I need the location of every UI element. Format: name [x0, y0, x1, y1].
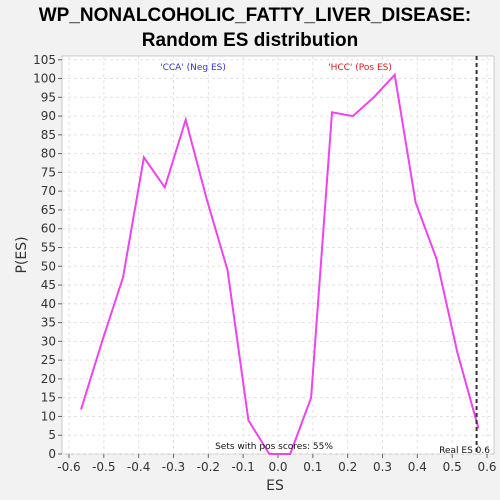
data-point — [477, 426, 480, 429]
y-tick-label: 60 — [41, 222, 56, 236]
data-point — [414, 201, 417, 204]
y-tick-label: 105 — [33, 53, 56, 67]
x-tick-label: 0.2 — [338, 460, 357, 474]
data-point — [163, 186, 166, 189]
x-tick-label: 0.6 — [477, 460, 496, 474]
x-tick-label: 0.4 — [408, 460, 427, 474]
y-tick-label: 75 — [41, 165, 56, 179]
y-tick-label: 100 — [33, 72, 56, 86]
pos-es-label: 'HCC' (Pos ES) — [328, 63, 392, 73]
real-es-label: Real ES 0.6 — [439, 446, 490, 456]
y-tick-label: 20 — [41, 372, 56, 386]
data-point — [289, 453, 291, 455]
data-point — [435, 257, 438, 260]
data-point — [268, 453, 271, 455]
y-tick-label: 0 — [48, 447, 56, 461]
x-tick-label: 0.0 — [268, 460, 287, 474]
y-tick-label: 55 — [41, 240, 56, 254]
data-point — [456, 351, 459, 354]
data-point — [393, 73, 396, 76]
data-point — [373, 96, 375, 99]
x-tick-label: 0.3 — [373, 460, 392, 474]
x-tick-label: -0.1 — [231, 460, 254, 474]
x-tick-label: -0.2 — [197, 460, 220, 474]
y-tick-label: 10 — [41, 409, 56, 423]
data-point — [184, 119, 187, 121]
y-tick-label: 45 — [41, 278, 56, 292]
data-point — [310, 396, 312, 399]
x-tick-label: -0.3 — [162, 460, 185, 474]
y-tick-label: 70 — [41, 184, 56, 198]
y-tick-label: 80 — [41, 147, 56, 161]
x-tick-label: 0.1 — [303, 460, 322, 474]
data-point — [352, 115, 354, 117]
chart-title-line1: WP_NONALCOHOLIC_FATTY_LIVER_DISEASE: — [39, 5, 471, 26]
data-point — [143, 156, 145, 159]
y-tick-label: 15 — [41, 391, 56, 405]
y-tick-label: 50 — [41, 259, 56, 273]
grid — [62, 56, 494, 455]
footnote: Sets with pos scores: 55% — [215, 442, 333, 452]
data-point — [80, 408, 82, 410]
x-axis-label: ES — [266, 478, 284, 494]
data-point — [247, 419, 250, 422]
y-tick-label: 85 — [41, 128, 56, 142]
y-tick-label: 35 — [41, 316, 56, 330]
data-point — [226, 269, 229, 271]
data-point — [122, 276, 124, 279]
x-tick-label: -0.5 — [92, 460, 115, 474]
y-tick-label: 95 — [41, 90, 56, 104]
neg-es-label: 'CCA' (Neg ES) — [160, 63, 226, 73]
y-tick-label: 65 — [41, 203, 56, 217]
y-tick-label: 30 — [41, 334, 56, 348]
data-point — [331, 111, 333, 114]
data-point — [205, 197, 208, 200]
data-point — [101, 340, 103, 343]
chart-title-line2: Random ES distribution — [142, 30, 358, 51]
y-tick-label: 5 — [48, 428, 56, 442]
axis-ticks: 0 5 10 15 20 25 30 35 40 45 50 55 60 65 70 75 80 85 90 95 10… — [33, 53, 496, 474]
y-tick-label: 40 — [41, 297, 56, 311]
x-tick-label: -0.6 — [57, 460, 80, 474]
es-distribution-line — [80, 72, 480, 455]
x-tick-label: 0.5 — [443, 460, 462, 474]
y-axis-label: P(ES) — [14, 236, 30, 273]
y-tick-label: 25 — [41, 353, 56, 367]
y-tick-label: 90 — [41, 109, 56, 123]
series-points — [80, 73, 480, 455]
x-tick-label: -0.4 — [127, 460, 150, 474]
